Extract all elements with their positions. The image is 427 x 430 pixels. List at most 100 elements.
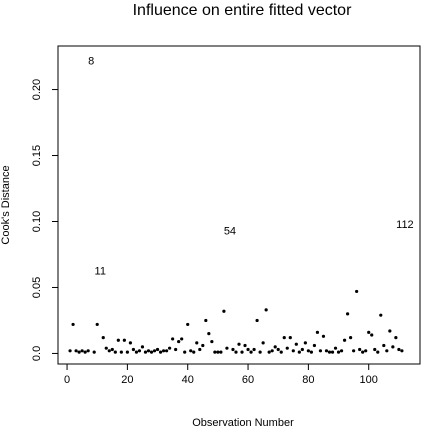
data-point <box>146 349 151 353</box>
data-point <box>370 333 374 337</box>
data-point <box>186 322 190 327</box>
data-point <box>140 345 145 349</box>
data-point <box>104 346 108 350</box>
data-point <box>125 350 129 354</box>
data-point <box>346 312 350 316</box>
data-point <box>400 349 404 353</box>
data-point <box>201 343 205 348</box>
point-label: 112 <box>396 219 414 231</box>
data-point <box>388 329 392 333</box>
data-point <box>358 347 362 352</box>
data-point <box>177 339 181 344</box>
data-point <box>168 346 172 350</box>
data-point <box>355 289 359 294</box>
data-point <box>68 349 72 353</box>
data-point <box>300 347 304 352</box>
data-point <box>134 350 139 354</box>
y-tick-label: 0.05 <box>31 277 43 298</box>
data-point <box>225 346 229 350</box>
x-axis-label: Observation Number <box>192 417 294 429</box>
data-point <box>261 341 265 345</box>
x-tick-label: 20 <box>121 374 133 386</box>
data-point <box>324 349 329 353</box>
y-axis: 0.0 0.05 0.10 0.15 0.20 <box>31 79 58 361</box>
data-point <box>231 347 235 352</box>
data-point <box>165 349 169 353</box>
data-point <box>71 322 75 327</box>
data-point <box>110 347 114 352</box>
data-point <box>131 347 136 352</box>
data-point <box>210 339 214 344</box>
data-point <box>161 349 166 353</box>
data-point <box>174 347 178 352</box>
data-point <box>321 334 326 338</box>
data-point <box>297 350 301 354</box>
data-point <box>116 338 120 342</box>
data-point <box>237 342 241 346</box>
data-point <box>282 336 286 340</box>
y-tick-label: 0.20 <box>31 79 43 100</box>
data-point <box>294 342 298 346</box>
data-point <box>333 346 338 350</box>
data-point <box>255 318 259 323</box>
data-point <box>391 345 395 349</box>
data-point <box>336 350 341 354</box>
point-label: 54 <box>224 226 236 238</box>
data-point <box>285 346 289 350</box>
data-point <box>149 350 154 354</box>
data-point <box>267 350 271 354</box>
data-point <box>152 349 157 353</box>
data-point <box>92 350 96 354</box>
data-point <box>330 350 335 354</box>
y-tick-label: 0.0 <box>31 346 43 361</box>
data-point <box>158 350 163 354</box>
data-point <box>204 318 208 323</box>
data-point <box>249 350 253 354</box>
data-point <box>243 343 247 348</box>
data-point <box>382 343 386 348</box>
x-tick-label: 60 <box>242 374 254 386</box>
point-labels: 8 11 54 112 <box>88 56 414 278</box>
data-point <box>77 350 81 354</box>
data-point <box>222 309 226 313</box>
data-point <box>312 343 317 348</box>
data-point <box>288 336 292 340</box>
data-point <box>95 322 99 327</box>
data-points <box>68 289 404 354</box>
data-point <box>349 336 353 340</box>
data-point <box>128 341 132 345</box>
y-tick-label: 0.15 <box>31 145 43 166</box>
x-tick-label: 40 <box>182 374 194 386</box>
chart-title: Influence on entire fitted vector <box>133 2 352 19</box>
data-point <box>318 349 323 353</box>
data-point <box>273 345 277 349</box>
data-point <box>171 337 175 341</box>
data-point <box>183 350 187 354</box>
data-point <box>397 347 401 352</box>
data-point <box>137 349 142 353</box>
data-point <box>339 349 344 353</box>
data-point <box>143 350 148 354</box>
data-point <box>234 350 238 354</box>
x-tick-label: 80 <box>302 374 314 386</box>
data-point <box>240 350 244 354</box>
data-point <box>122 338 126 342</box>
data-point <box>192 350 196 354</box>
data-point <box>352 349 356 353</box>
data-point <box>361 350 365 354</box>
data-point <box>291 349 295 353</box>
x-axis: 0 20 40 60 80 100 <box>64 364 378 386</box>
data-point <box>342 338 347 342</box>
data-point <box>198 347 202 352</box>
data-point <box>309 350 313 354</box>
data-point <box>270 349 274 353</box>
x-tick-label: 0 <box>64 374 70 386</box>
data-point <box>303 341 307 345</box>
data-point <box>83 350 87 354</box>
data-point <box>189 349 193 353</box>
data-point <box>258 350 262 354</box>
data-point <box>213 350 217 354</box>
data-point <box>327 350 332 354</box>
data-point <box>364 349 368 353</box>
